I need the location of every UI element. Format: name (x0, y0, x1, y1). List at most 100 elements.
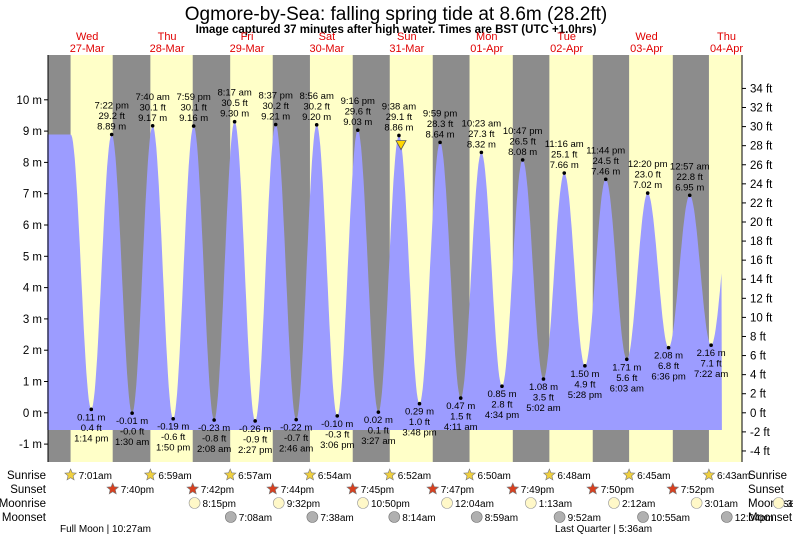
tide-high-label: 7.46 m (591, 166, 620, 177)
day-date: 01-Apr (470, 43, 503, 55)
tide-high-label: 29.1 ft (386, 112, 413, 123)
tide-high-label: 26.5 ft (509, 136, 536, 147)
sunset-time: 7:40pm (121, 485, 154, 496)
tide-low-label: 1.0 ft (409, 417, 430, 428)
sunrise-time: 6:52am (398, 471, 431, 482)
tide-high-label: 9:38 am (382, 101, 416, 112)
tide-low-label: 3:48 pm (402, 428, 436, 439)
tide-point (212, 418, 216, 422)
tide-low-label: -0.7 ft (284, 433, 309, 444)
tide-low-label: 3:27 am (361, 436, 395, 447)
left-tick-label: 8 m (23, 157, 42, 169)
tide-point (376, 410, 381, 414)
tide-low-label: -0.6 ft (161, 432, 186, 443)
tide-low-label: -0.23 m (198, 423, 230, 434)
right-tick-label: 30 ft (750, 122, 773, 134)
tide-high-label: 7:40 am (135, 92, 169, 103)
tide-low-label: 4.9 ft (574, 379, 595, 390)
day-name: Wed (635, 31, 657, 43)
tide-high-label: 9.17 m (138, 113, 167, 124)
day-name: Sat (319, 31, 336, 43)
tide-low-label: -0.01 m (116, 416, 148, 427)
left-tick-label: 6 m (23, 220, 42, 232)
day-name: Fri (241, 31, 254, 43)
right-tick-label: 0 ft (750, 408, 767, 420)
moonrise-time: 2:12am (622, 499, 655, 510)
tide-high-label: 12:57 am (670, 161, 710, 172)
tide-area-fill (47, 121, 722, 430)
day-name: Tue (557, 31, 576, 43)
tide-point (191, 124, 196, 128)
tide-low-label: -0.26 m (239, 424, 271, 435)
tide-low-label: 6:36 pm (651, 372, 685, 383)
tide-high-label: 27.3 ft (468, 129, 495, 140)
moonset-icon (720, 511, 733, 523)
sunset-icon (186, 482, 200, 495)
right-tick-label: 10 ft (750, 312, 773, 324)
right-tick-label: 24 ft (750, 179, 773, 191)
moonrise-time: 10:50pm (371, 499, 410, 510)
day-date: 30-Mar (309, 43, 344, 55)
tide-point (171, 416, 175, 421)
tide-high-label: 11:16 am (545, 139, 584, 150)
tide-point (645, 191, 650, 195)
sunrise-icon (702, 468, 716, 481)
right-tick-label: 34 ft (750, 83, 773, 95)
tide-high-label: 25.1 ft (551, 150, 578, 161)
left-tick-label: 10 m (16, 95, 42, 107)
moonset-icon (388, 511, 401, 523)
moonset-icon (306, 511, 319, 523)
tide-low-label: 5:28 pm (568, 390, 602, 401)
right-tick-label: 6 ft (750, 351, 767, 363)
tide-high-label: 7:22 pm (95, 101, 129, 112)
last-quarter-note: Last Quarter | 5:36am (555, 524, 652, 535)
tide-point (130, 411, 134, 415)
tide-high-label: 8:56 am (300, 91, 334, 102)
tide-low-label: 1.50 m (570, 369, 599, 380)
sunrise-icon (383, 468, 397, 481)
tide-point (253, 419, 257, 423)
sunset-time: 7:45pm (361, 485, 394, 496)
tide-low-label: 1.08 m (529, 382, 558, 393)
day-date: 28-Mar (150, 43, 185, 55)
tide-point (624, 357, 629, 362)
tide-low-label: 6:03 am (610, 383, 644, 394)
moonrise-icon (524, 497, 537, 509)
tide-low-label: 1:14 pm (74, 433, 108, 444)
sunrise-time: 7:01am (79, 471, 112, 482)
sunrise-icon (622, 468, 636, 481)
tide-low-label: -0.22 m (280, 423, 312, 434)
tide-high-label: 9.16 m (179, 113, 208, 124)
left-tick-label: 4 m (23, 283, 42, 295)
tide-high-label: 30.2 ft (262, 101, 289, 112)
tide-point (335, 414, 340, 418)
tide-point (666, 345, 671, 350)
tide-low-label: 1.5 ft (450, 412, 471, 423)
tide-low-label: 0.85 m (487, 389, 516, 400)
moonset-row-label-right: Moonset (748, 512, 793, 524)
tide-high-label: 8:37 pm (259, 91, 293, 102)
sunrise-time: 6:43am (717, 471, 750, 482)
sunrise-time: 6:50am (478, 471, 511, 482)
tide-high-label: 8.64 m (426, 129, 455, 140)
tide-low-label: 1:30 am (115, 437, 149, 448)
sunrise-time: 6:59am (158, 471, 191, 482)
tide-high-label: 8:17 am (217, 88, 251, 99)
tide-low-label: 0.11 m (77, 412, 105, 423)
tide-point (438, 140, 442, 145)
tide-low-label: -0.0 ft (120, 427, 145, 438)
moonrise-icon (188, 497, 201, 509)
tide-point (479, 150, 484, 155)
tide-low-label: 2:27 pm (238, 445, 272, 456)
right-tick-label: 18 ft (750, 236, 773, 248)
tide-point (541, 377, 546, 381)
current-level-marker (395, 140, 407, 151)
day-name: Thu (717, 31, 736, 43)
tide-low-label: 0.02 m (364, 415, 393, 426)
sunset-row-label-right: Sunset (748, 484, 785, 496)
moonset-time: 9:52am (568, 513, 601, 524)
chart-subtitle: Image captured 37 minutes after high wat… (196, 24, 597, 36)
tide-point (583, 364, 587, 368)
